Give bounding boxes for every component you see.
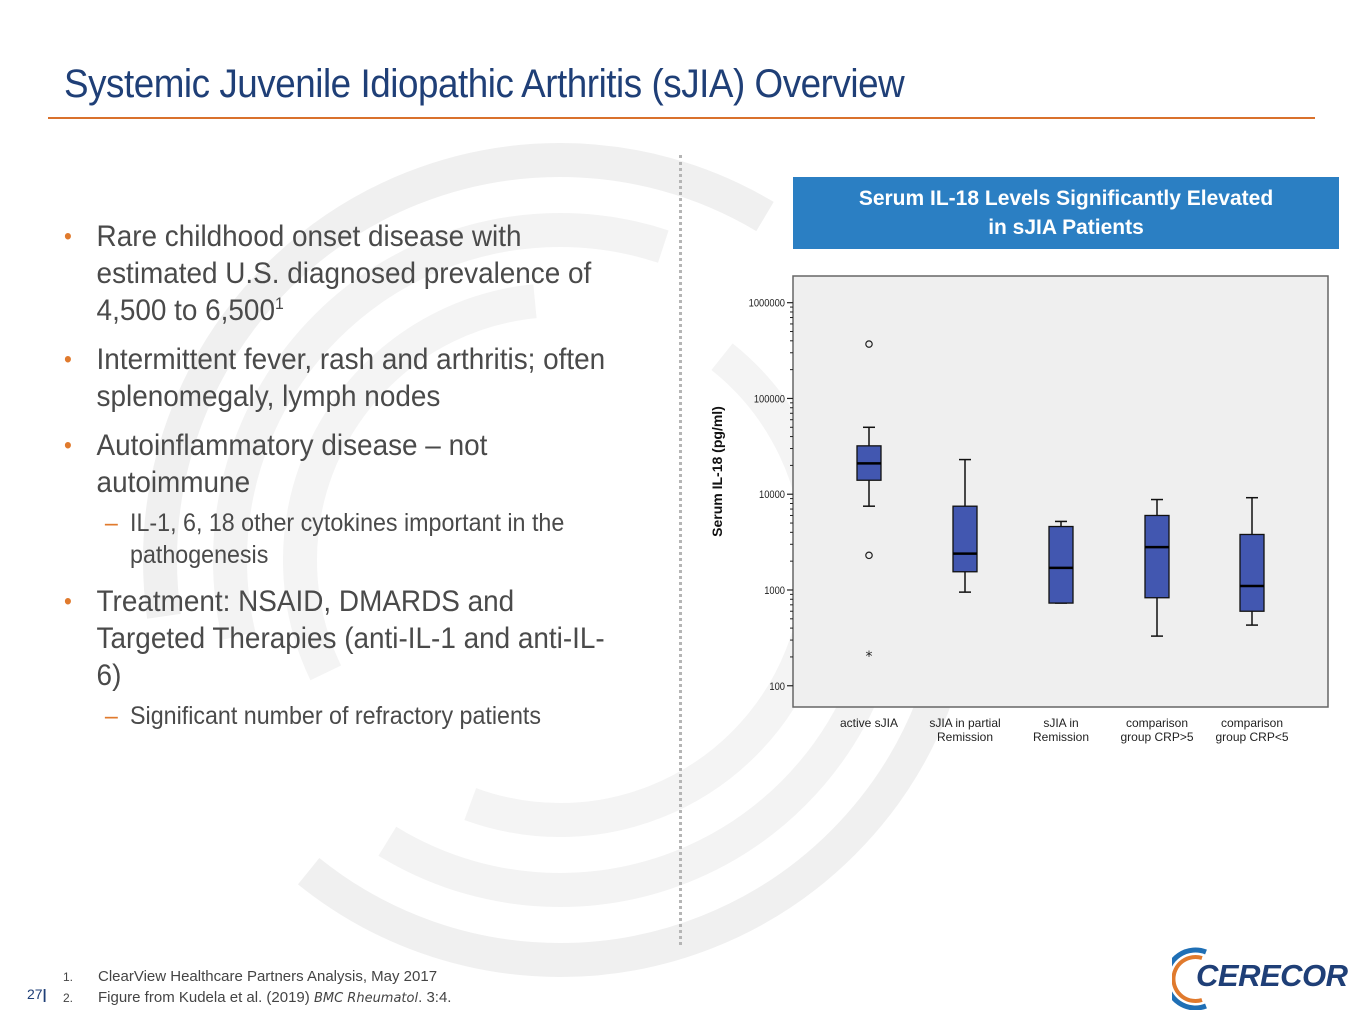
- sub-bullet-cytokines-text: IL-1, 6, 18 other cytokines important in…: [130, 509, 565, 569]
- cerecor-logo-icon: [1172, 947, 1207, 1010]
- sub-bullet-cytokines: – IL-1, 6, 18 other cytokines important …: [64, 507, 622, 571]
- footnote-text: Figure from Kudela et al. (2019): [98, 989, 314, 1006]
- footnotes: 1. ClearView Healthcare Partners Analysi…: [63, 966, 451, 1009]
- slide-title: Systemic Juvenile Idiopathic Arthritis (…: [64, 62, 905, 106]
- box: [952, 505, 978, 573]
- page-number: 27|: [27, 986, 47, 1002]
- chart-header: Serum IL-18 Levels Significantly Elevate…: [793, 177, 1339, 249]
- column-divider: [679, 155, 682, 945]
- bullet-list: • Rare childhood onset disease with esti…: [64, 218, 664, 744]
- page-number-bar: |: [42, 986, 47, 1002]
- sub-bullet-marker: –: [104, 509, 118, 537]
- outlier-circle: [865, 340, 873, 348]
- bullet-symptoms-text: Intermittent fever, rash and arthritis; …: [96, 343, 606, 413]
- x-category-label-line2: Remission: [937, 730, 993, 744]
- footnote-1: 1. ClearView Healthcare Partners Analysi…: [63, 966, 451, 987]
- footnote-number: 2.: [63, 991, 74, 1005]
- x-category-label-line2: group CRP>5: [1120, 730, 1193, 744]
- y-tick-label: 10000: [759, 490, 785, 502]
- sub-bullet-refractory-text: Significant number of refractory patient…: [130, 702, 541, 730]
- sub-bullet-refractory: – Significant number of refractory patie…: [64, 700, 622, 732]
- bullet-treatment: • Treatment: NSAID, DMARDS and Targeted …: [64, 583, 622, 694]
- logo-wordmark: CERECOR: [1196, 958, 1348, 993]
- bullet-marker: •: [64, 346, 72, 373]
- x-category-label: sJIA in partial: [929, 716, 1000, 730]
- bullet-prevalence-text: Rare childhood onset disease with estima…: [96, 220, 592, 327]
- page-number-value: 27: [27, 986, 43, 1002]
- x-category-label-line2: group CRP<5: [1215, 730, 1288, 744]
- outlier-circle: [865, 551, 873, 560]
- x-category-label: comparison: [1126, 716, 1188, 730]
- il18-boxplot-chart: 100 1000 10000 100000 1000000 Serum IL-18 (pg…: [709, 275, 1329, 744]
- bullet-prevalence: • Rare childhood onset disease with esti…: [64, 218, 622, 329]
- x-category-label-line2: Remission: [1033, 730, 1089, 744]
- box: [1144, 514, 1170, 599]
- y-tick-label: 1000000: [749, 298, 786, 310]
- bullet-marker: •: [64, 223, 72, 250]
- footnote-citation-tail: . 3:4.: [418, 989, 452, 1006]
- x-category-label: sJIA in: [1043, 716, 1078, 730]
- chart-header-line2: in sJIA Patients: [988, 216, 1144, 239]
- footnote-2: 2. Figure from Kudela et al. (2019) BMC …: [63, 987, 451, 1009]
- bullet-marker: •: [64, 432, 72, 459]
- footnote-ref-1: 1: [274, 294, 284, 313]
- chart-header-line1: Serum IL-18 Levels Significantly Elevate…: [858, 187, 1274, 210]
- y-tick-label: 100: [769, 681, 785, 693]
- bullet-treatment-text: Treatment: NSAID, DMARDS and Targeted Th…: [96, 585, 605, 692]
- x-category-label: comparison: [1221, 716, 1283, 730]
- box: [1239, 533, 1265, 612]
- y-axis-label: Serum IL-18 (pg/ml): [709, 406, 725, 537]
- footnote-journal: BMC Rheumatol: [313, 991, 419, 1006]
- box: [1048, 525, 1074, 604]
- bullet-symptoms: • Intermittent fever, rash and arthritis…: [64, 341, 622, 415]
- outlier-star: *: [866, 649, 873, 665]
- sub-bullet-marker: –: [104, 702, 118, 730]
- footnote-text: ClearView Healthcare Partners Analysis, …: [98, 968, 438, 985]
- bullet-marker: •: [64, 588, 72, 615]
- footnote-number: 1.: [63, 970, 74, 984]
- x-category-label: active sJIA: [840, 716, 898, 730]
- bullet-autoinflammatory: • Autoinflammatory disease – not autoimm…: [64, 427, 622, 501]
- y-tick-label: 100000: [754, 394, 785, 406]
- y-tick-label: 1000: [764, 585, 785, 597]
- bullet-autoinflammatory-text: Autoinflammatory disease – not autoimmun…: [96, 429, 488, 499]
- title-underline: [48, 117, 1315, 119]
- plot-area: [792, 275, 1329, 708]
